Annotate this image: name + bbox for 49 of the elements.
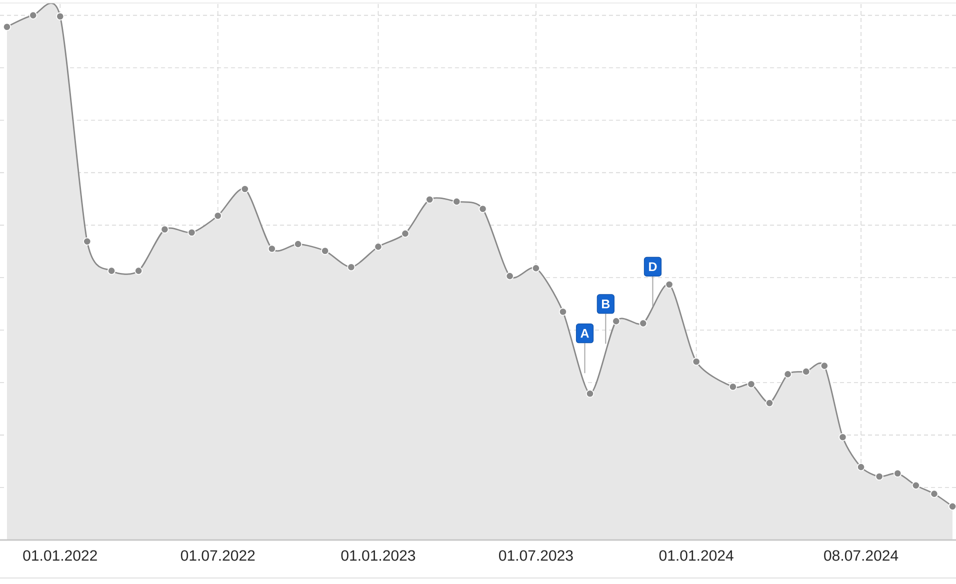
x-tick-label: 08.07.2024	[824, 550, 898, 561]
point	[665, 280, 674, 289]
point	[586, 390, 594, 398]
point	[612, 317, 620, 326]
point	[2, 22, 12, 31]
point	[374, 242, 382, 251]
point	[452, 198, 461, 206]
point	[347, 263, 356, 272]
point	[948, 502, 956, 510]
point	[912, 481, 920, 490]
point	[639, 319, 648, 328]
point	[784, 370, 792, 378]
point	[321, 246, 330, 255]
point	[820, 362, 828, 370]
point	[240, 184, 249, 194]
point	[692, 358, 700, 366]
point	[802, 368, 810, 376]
point	[56, 12, 64, 20]
point	[747, 380, 756, 388]
annotation: A	[580, 329, 589, 338]
point	[268, 244, 276, 253]
point	[894, 469, 902, 478]
point	[478, 204, 487, 213]
point	[188, 228, 196, 237]
point	[108, 266, 116, 275]
point	[532, 264, 540, 272]
x-tick-label: 01.01.2024	[659, 550, 734, 561]
annotation: D	[649, 262, 657, 272]
point	[134, 266, 143, 275]
point	[83, 237, 92, 246]
x-tick-label: 01.01.2022	[23, 550, 97, 561]
x-tick-label: 01.01.2023	[341, 550, 416, 561]
point	[506, 272, 514, 280]
point	[29, 11, 38, 20]
point	[930, 490, 938, 498]
point	[558, 308, 568, 316]
x-tick-label: 01.07.2022	[180, 550, 255, 561]
point	[875, 472, 884, 481]
annotation: B	[602, 300, 610, 308]
point	[426, 195, 434, 204]
point	[765, 399, 774, 408]
point	[294, 240, 302, 248]
point	[401, 230, 410, 238]
x-tick-label: 01.07.2023	[499, 550, 573, 561]
point	[214, 212, 222, 220]
point	[856, 463, 866, 472]
point	[160, 225, 169, 234]
point	[728, 382, 737, 391]
point	[838, 433, 847, 442]
